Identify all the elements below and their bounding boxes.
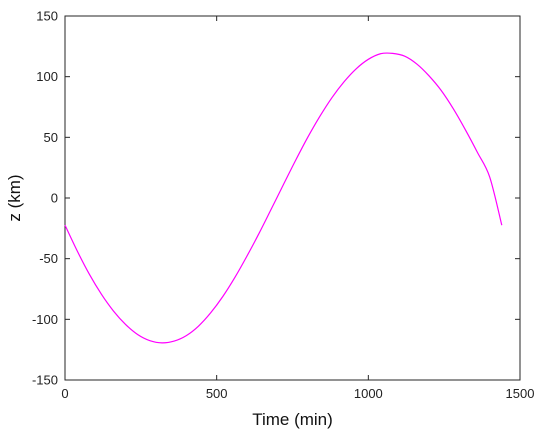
- y-tick-label: 0: [51, 191, 58, 206]
- x-axis-label: Time (min): [252, 410, 333, 429]
- x-tick-label: 1500: [506, 386, 535, 401]
- y-tick-label: -50: [39, 251, 58, 266]
- y-tick-label: -150: [32, 373, 58, 388]
- y-tick-label: 150: [36, 9, 58, 24]
- series-line: [64, 52, 503, 344]
- y-tick-label: 50: [44, 130, 58, 145]
- y-tick-label: 100: [36, 69, 58, 84]
- y-axis-label: z (km): [5, 174, 24, 221]
- y-axis-ticks: -150 -100 -50 0 50 100 150: [32, 9, 520, 388]
- x-axis-ticks: 0 500 1000 1500: [61, 16, 534, 401]
- x-tick-label: 1000: [354, 386, 383, 401]
- x-tick-label: 0: [61, 386, 68, 401]
- x-tick-label: 500: [206, 386, 228, 401]
- series-group: [64, 52, 503, 344]
- plot-area: [64, 15, 521, 381]
- y-tick-label: -100: [32, 312, 58, 327]
